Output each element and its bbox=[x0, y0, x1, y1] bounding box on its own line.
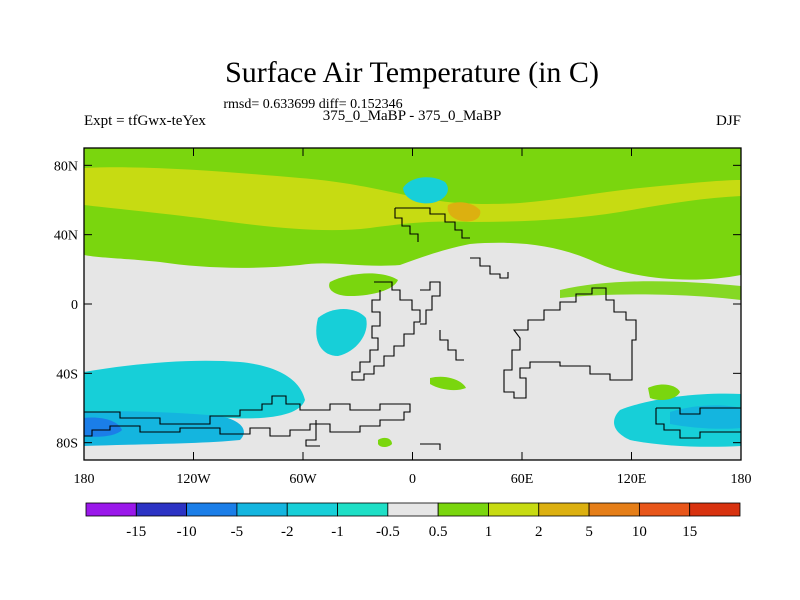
y-tick-label: 0 bbox=[71, 298, 78, 313]
colorbar-box bbox=[437, 502, 489, 517]
figure-title: Surface Air Temperature (in C) bbox=[225, 56, 599, 89]
y-tick-label: 80N bbox=[54, 159, 78, 174]
south-pacific-cool-band bbox=[84, 360, 305, 420]
x-tick-label: 180 bbox=[74, 472, 95, 487]
colorbar-box bbox=[85, 502, 137, 517]
south-atlantic-green-streak bbox=[430, 376, 466, 391]
colorbar-label: -2 bbox=[281, 524, 294, 540]
y-tick-label: 80S bbox=[56, 437, 78, 452]
comparison-label: 375_0_MaBP - 375_0_MaBP bbox=[323, 108, 502, 124]
colorbar-box bbox=[488, 502, 540, 517]
southwest-purple-patch bbox=[84, 417, 122, 437]
colorbar-box bbox=[337, 502, 389, 517]
colorbar-label: -1 bbox=[331, 524, 344, 540]
experiment-label: Expt = tfGwx-teYex bbox=[84, 113, 206, 129]
south-pacific-deep-cool bbox=[84, 411, 244, 446]
indian-green-patch bbox=[648, 384, 680, 400]
colorbar-box bbox=[689, 502, 741, 517]
colorbar-label: 15 bbox=[682, 524, 697, 540]
colorbar-label: -10 bbox=[177, 524, 197, 540]
colorbar-label: -15 bbox=[126, 524, 146, 540]
season-label: DJF bbox=[716, 113, 741, 129]
colorbar-label: 0.5 bbox=[429, 524, 448, 540]
map-panel bbox=[84, 148, 741, 460]
y-tick-label: 40S bbox=[56, 367, 78, 382]
colorbar-box bbox=[186, 502, 238, 517]
stats-label: rmsd= 0.633699 diff= 0.152346 bbox=[223, 97, 402, 112]
colorbar-label: 2 bbox=[535, 524, 543, 540]
colorbar-box bbox=[638, 502, 691, 517]
colorbar-box bbox=[286, 502, 338, 517]
colorbar-label: 5 bbox=[585, 524, 593, 540]
colorbar: -15 -10 -5 -2 -1 -0.5 0.5 1 2 5 10 15 bbox=[85, 502, 741, 540]
colorbar-box bbox=[135, 502, 188, 517]
y-tick-label: 40N bbox=[54, 229, 78, 244]
greenland-cool-patch bbox=[403, 177, 448, 204]
axes: 180 120W 60W 0 60E 120E 180 80N 40N 0 40S 80S bbox=[54, 148, 752, 487]
colorbar-label: 1 bbox=[485, 524, 493, 540]
x-tick-label: 60E bbox=[511, 472, 534, 487]
x-tick-label: 120E bbox=[617, 472, 647, 487]
east-pacific-green-streak bbox=[560, 281, 741, 300]
x-tick-label: 120W bbox=[176, 472, 211, 487]
colorbar-box bbox=[236, 502, 288, 517]
colorbar-box bbox=[387, 502, 439, 517]
coastlines bbox=[84, 207, 741, 450]
atlantic-cool-patch bbox=[316, 309, 367, 356]
colorbar-box bbox=[588, 502, 640, 517]
southeast-deep-cool bbox=[670, 405, 741, 429]
europe-warm-patch bbox=[447, 202, 481, 222]
x-tick-label: 180 bbox=[731, 472, 752, 487]
colorbar-box bbox=[538, 502, 590, 517]
colorbar-label: -5 bbox=[231, 524, 244, 540]
colorbar-label: -0.5 bbox=[376, 524, 400, 540]
x-tick-label: 60W bbox=[289, 472, 317, 487]
atlantic-green-patch bbox=[329, 273, 398, 296]
x-tick-label: 0 bbox=[409, 472, 416, 487]
colorbar-label: 10 bbox=[632, 524, 647, 540]
south-green-dot bbox=[378, 437, 392, 447]
